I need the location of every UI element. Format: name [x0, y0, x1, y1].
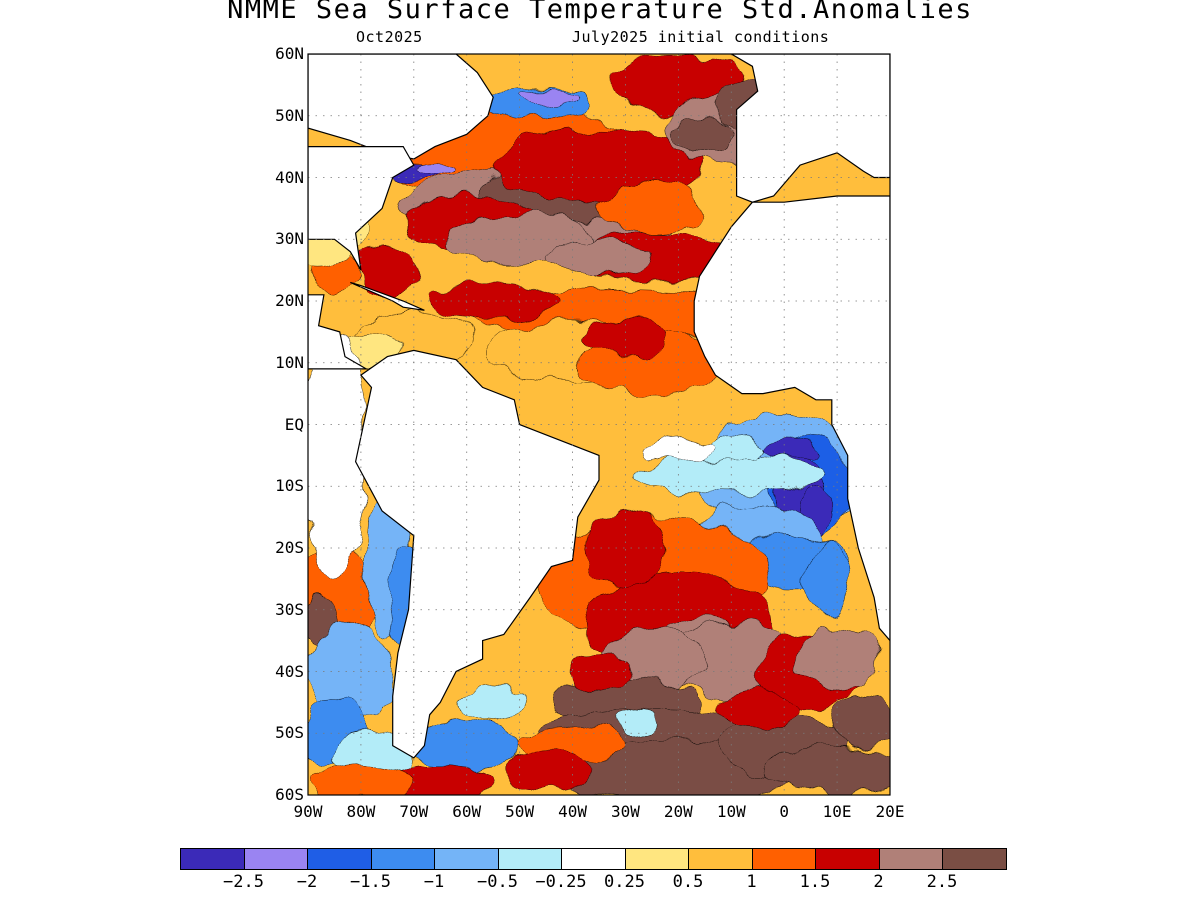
longitude-label: 90W: [293, 802, 323, 821]
latitude-label: 10N: [275, 352, 304, 372]
legend-tick-label: 0.5: [672, 872, 704, 892]
initial-conditions-label: July2025 initial conditions: [572, 28, 830, 46]
legend-tick-label: −1.5: [350, 872, 391, 892]
latitude-label: EQ: [284, 414, 304, 434]
latitude-label: 60S: [275, 785, 304, 804]
longitude-label: 80W: [346, 802, 376, 821]
latitude-label: 50N: [275, 105, 304, 125]
map-frame: [307, 53, 891, 796]
map-title: NMME Sea Surface Temperature Std.Anomali…: [227, 0, 973, 25]
legend-tick-label: 2.5: [926, 872, 958, 892]
longitude-label: 40W: [558, 802, 587, 821]
legend-color-box: [688, 848, 753, 870]
legend-color-box: [942, 848, 1007, 870]
legend-tick-label: 2: [873, 872, 884, 892]
longitude-label: 50W: [505, 802, 535, 821]
greater-antilles-land: [350, 281, 425, 311]
legend-tick-label: 0.25: [604, 872, 645, 892]
legend-tick-label: 1.5: [799, 872, 831, 892]
latitude-label: 10S: [275, 476, 304, 496]
legend-color-box: [751, 848, 816, 870]
legend-tick-label: −0.25: [535, 872, 587, 892]
legend-color-box: [561, 848, 626, 870]
legend-color-box: [878, 848, 943, 870]
longitude-label: 20E: [875, 802, 905, 821]
latitude-label: 20N: [275, 291, 304, 310]
longitude-label: 60W: [452, 802, 482, 821]
longitude-label: 0: [779, 802, 789, 821]
latitude-label: 20S: [275, 538, 304, 557]
europe-land: [730, 54, 890, 203]
longitude-label: 10W: [716, 802, 746, 821]
longitude-label: 30W: [611, 802, 640, 821]
target-month-label: Oct2025: [356, 28, 423, 46]
latitude-label: 40N: [275, 167, 304, 187]
legend-tick-label: −2.5: [223, 872, 264, 892]
latitude-label: 40S: [275, 661, 304, 681]
legend-tick-label: −1: [423, 872, 445, 892]
latitude-label: 60N: [275, 44, 304, 63]
legend-color-box: [180, 848, 245, 870]
north-america-land: [308, 54, 494, 160]
legend-color-box: [370, 848, 435, 870]
legend-color-box: [624, 848, 689, 870]
longitude-label: 20W: [663, 802, 693, 821]
latitude-label: 30S: [275, 599, 304, 619]
us-east-coast-land: [308, 146, 415, 271]
legend-tick-label: −2: [296, 872, 318, 892]
central-america-land: [308, 294, 369, 370]
longitude-label: 70W: [399, 802, 429, 821]
latitude-label: 30N: [275, 229, 304, 249]
legend-color-box: [307, 848, 372, 870]
latitude-label: 50S: [275, 723, 304, 743]
south-america-land: [354, 349, 600, 759]
longitude-label: 10E: [822, 802, 852, 821]
legend-tick-label: 1: [746, 872, 757, 892]
legend-color-box: [243, 848, 308, 870]
legend-color-box: [815, 848, 880, 870]
land-mask: [308, 54, 890, 759]
legend-tick-label: −0.5: [477, 872, 518, 892]
color-legend: [180, 848, 1007, 870]
legend-color-box: [434, 848, 499, 870]
legend-color-box: [497, 848, 562, 870]
africa-land: [693, 195, 890, 642]
